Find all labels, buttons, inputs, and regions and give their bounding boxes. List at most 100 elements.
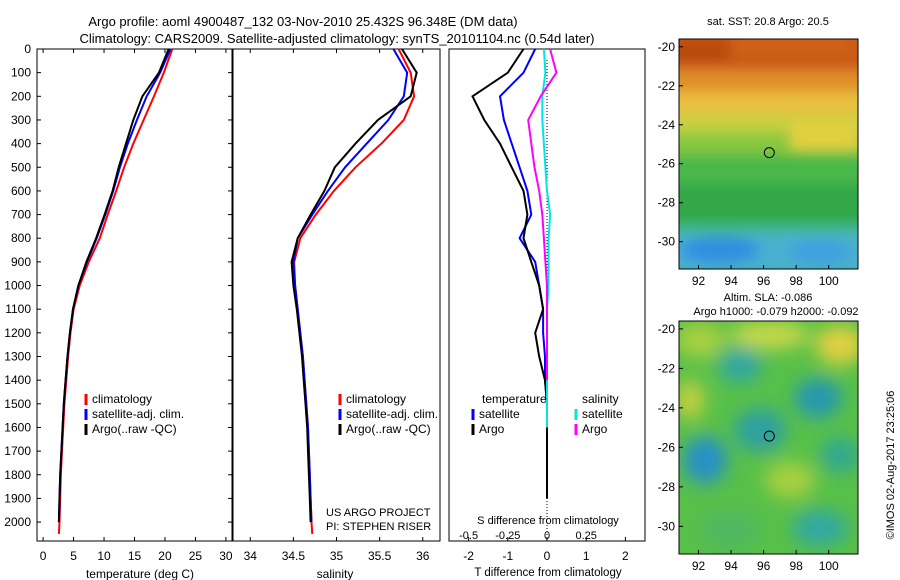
x-tick-label: 35 (330, 549, 344, 563)
x-tick-label: 5 (70, 549, 77, 563)
map-x-tick-label: 92 (692, 274, 706, 288)
depth-tick-label: 1300 (4, 350, 31, 364)
salinity-xlabel: salinity (317, 567, 354, 580)
map-y-tick-label: -26 (658, 157, 676, 171)
depth-tick-label: 900 (11, 255, 31, 269)
salinity-axes-frame (232, 48, 441, 542)
difference-panel: -2 -1 0 1 2 -0.5 -0.25 0 0.25 S difference from … (448, 48, 646, 579)
depth-tick-label: 1700 (4, 444, 31, 458)
map-x-tick-label: 94 (724, 274, 738, 288)
difference-lines (471, 48, 558, 499)
sla-map-title-1: Altim. SLA: -0.086 (724, 292, 813, 304)
temperature-xlabel: temperature (deg C) (86, 567, 194, 580)
footer-timestamp: ©IMOS 02-Aug-2017 23:25:06 (885, 391, 897, 540)
map-x-tick-label: 94 (724, 559, 738, 573)
x-tick-label: 10 (97, 549, 111, 563)
legend-label: satellite (582, 407, 623, 421)
depth-tick-label: 1200 (4, 326, 31, 340)
s-difference-label: S difference from climatology (477, 515, 619, 527)
x-tick-label: 2 (622, 549, 629, 563)
map-y-tick-label: -22 (658, 361, 676, 375)
title-line-2: Climatology: CARS2009. Satellite-adjuste… (80, 31, 595, 46)
s-tick-label: 0.25 (575, 530, 596, 542)
legend-label: Argo(..raw -QC) (346, 422, 431, 436)
sst-map-panel: sat. SST: 20.8 Argo: 20.5 92 94 96 9 (658, 16, 859, 288)
sst-map-title: sat. SST: 20.8 Argo: 20.5 (707, 16, 829, 28)
sla-map-ticks: 92 94 96 98 100 -20 -22 -24 -26 -28 -30 (658, 322, 839, 573)
difference-series-line-3 (527, 48, 558, 381)
sla-map-frame (678, 320, 859, 555)
map-x-tick-label: 98 (789, 559, 803, 573)
series-line-2 (57, 48, 170, 523)
legend-label: Argo(..raw -QC) (92, 422, 177, 436)
depth-tick-label: 1100 (5, 302, 31, 316)
salinity-panel: 34 34.5 35 35.5 36 salinity climatologysatel… (232, 48, 441, 580)
map-y-tick-label: -30 (658, 519, 676, 533)
map-y-tick-label: -28 (658, 196, 676, 210)
x-tick-label: 36 (416, 549, 430, 563)
x-tick-label: 0 (40, 549, 47, 563)
map-y-tick-label: -20 (658, 40, 676, 54)
depth-tick-label: 0 (24, 42, 31, 56)
temperature-panel: 0100200300400500600700800900100011001200… (4, 42, 233, 580)
depth-tick-label: 1600 (4, 420, 31, 434)
depth-tick-label: 100 (11, 66, 31, 80)
map-y-tick-label: -30 (658, 235, 676, 249)
s-tick-label: 0 (544, 530, 550, 542)
difference-ticks: -2 -1 0 1 2 -0.5 -0.25 0 0.25 (459, 530, 629, 563)
map-x-tick-label: 100 (819, 559, 839, 573)
x-tick-label: 34 (244, 549, 258, 563)
map-x-tick-label: 96 (757, 559, 771, 573)
legend-label: satellite-adj. clim. (346, 407, 438, 421)
legend-label: climatology (346, 392, 406, 406)
depth-tick-label: 400 (11, 137, 31, 151)
map-y-tick-label: -24 (658, 118, 676, 132)
depth-tick-label: 1500 (4, 397, 31, 411)
legend-heading-salinity: salinity (582, 392, 619, 406)
salinity-lines (290, 48, 418, 534)
depth-tick-label: 800 (11, 231, 31, 245)
temperature-lines (57, 48, 174, 534)
x-tick-label: 35.5 (368, 549, 392, 563)
depth-tick-label: 200 (11, 89, 31, 103)
temperature-ticks: 0 5 10 15 20 25 30 (40, 49, 233, 563)
depth-ticks: 0 100 200 300 400 500 600 700 800 900 1000 1100 1200… (4, 42, 232, 529)
legend-label: Argo (479, 422, 505, 436)
x-tick-label: -1 (502, 549, 513, 563)
title-line-1: Argo profile: aoml 4900487_132 03-Nov-20… (88, 14, 517, 29)
map-x-tick-label: 92 (692, 559, 706, 573)
legend-label: satellite (479, 407, 520, 421)
depth-tick-label: 500 (11, 160, 31, 174)
map-y-tick-label: -24 (658, 401, 676, 415)
map-y-tick-label: -22 (658, 79, 676, 93)
t-difference-label: T difference from climatology (474, 567, 621, 579)
sla-map-panel: Altim. SLA: -0.086 Argo h1000: -0.079 h2… (658, 292, 859, 573)
legend-heading-temperature: temperature (482, 392, 547, 406)
map-y-tick-label: -26 (658, 440, 676, 454)
sst-heatmap (679, 39, 858, 269)
salinity-ticks: 34 34.5 35 35.5 36 (244, 49, 430, 563)
s-tick-label: -0.5 (459, 530, 478, 542)
temperature-axes-frame (36, 48, 233, 542)
legend-label: satellite-adj. clim. (92, 407, 184, 421)
depth-tick-label: 1000 (4, 279, 31, 293)
depth-tick-label: 600 (11, 184, 31, 198)
x-tick-label: 20 (158, 549, 172, 563)
depth-tick-label: 1900 (4, 491, 31, 505)
depth-tick-label: 2000 (4, 515, 31, 529)
sst-map-ticks: 92 94 96 98 100 -20 -22 -24 -26 -28 -30 (658, 40, 839, 288)
sla-heatmap (679, 321, 858, 554)
sla-map-title-2: Argo h1000: -0.079 h2000: -0.092 (693, 306, 858, 318)
s-tick-label: -0.25 (495, 530, 520, 542)
x-tick-label: 30 (219, 549, 233, 563)
x-tick-label: 0 (544, 549, 551, 563)
map-x-tick-label: 96 (757, 274, 771, 288)
x-tick-label: -2 (463, 549, 474, 563)
map-y-tick-label: -28 (658, 480, 676, 494)
depth-tick-label: 300 (11, 113, 31, 127)
x-tick-label: 34.5 (282, 549, 306, 563)
map-x-tick-label: 98 (789, 274, 803, 288)
